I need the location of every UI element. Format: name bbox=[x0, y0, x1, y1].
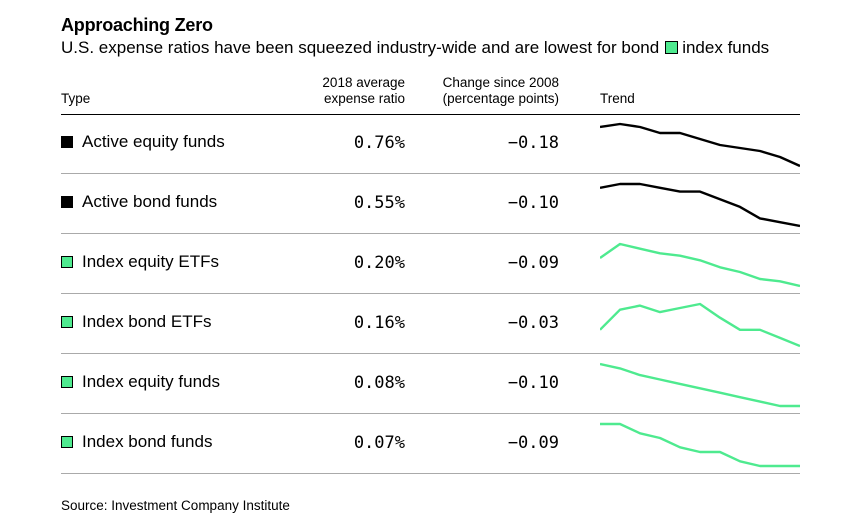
header-change-line2: (percentage points) bbox=[442, 91, 559, 106]
row-type-text: Active equity funds bbox=[82, 132, 225, 151]
row-type-label: Active equity funds bbox=[61, 132, 225, 152]
row-type-label: Index equity ETFs bbox=[61, 252, 219, 272]
row-change-since-2008: −0.09 bbox=[507, 253, 559, 273]
row-type-text: Index equity ETFs bbox=[82, 252, 220, 271]
header-change: Change since 2008 (percentage points) bbox=[443, 75, 559, 107]
subtitle-text: U.S. expense ratios have been squeezed i… bbox=[61, 38, 660, 57]
row-expense-ratio: 0.08% bbox=[353, 373, 405, 393]
header-expense-ratio-line1: 2018 average bbox=[322, 75, 405, 90]
trend-sparkline bbox=[600, 422, 800, 468]
trend-line bbox=[600, 182, 800, 228]
series-color-swatch bbox=[61, 436, 73, 448]
trend-line bbox=[600, 362, 800, 408]
trend-sparkline bbox=[600, 362, 800, 408]
row-type-text: Index bond funds bbox=[82, 432, 213, 451]
trend-sparkline bbox=[600, 122, 800, 168]
chart-subtitle: U.S. expense ratios have been squeezed i… bbox=[61, 38, 769, 58]
row-expense-ratio: 0.16% bbox=[353, 313, 405, 333]
table-row: Index bond funds 0.07% −0.09 bbox=[61, 414, 800, 474]
header-expense-ratio-line2: expense ratio bbox=[323, 91, 405, 106]
row-change-since-2008: −0.10 bbox=[507, 373, 559, 393]
table-row: Active equity funds 0.76% −0.18 bbox=[61, 114, 800, 174]
index-legend-label: index funds bbox=[682, 38, 770, 57]
table-row: Index bond ETFs 0.16% −0.03 bbox=[61, 294, 800, 354]
row-type-label: Index bond funds bbox=[61, 432, 212, 452]
row-type-label: Index bond ETFs bbox=[61, 312, 211, 332]
trend-line bbox=[600, 242, 800, 288]
trend-sparkline bbox=[600, 242, 800, 288]
row-change-since-2008: −0.09 bbox=[507, 433, 559, 453]
row-expense-ratio: 0.76% bbox=[353, 133, 405, 153]
trend-line bbox=[600, 422, 800, 468]
series-color-swatch bbox=[61, 196, 73, 208]
row-expense-ratio: 0.07% bbox=[353, 433, 405, 453]
row-type-text: Index bond ETFs bbox=[82, 312, 212, 331]
trend-line bbox=[600, 122, 800, 168]
row-type-text: Index equity funds bbox=[82, 372, 220, 391]
row-type-label: Index equity funds bbox=[61, 372, 220, 392]
series-color-swatch bbox=[61, 256, 73, 268]
header-change-line1: Change since 2008 bbox=[442, 75, 559, 90]
row-divider bbox=[61, 173, 800, 174]
row-change-since-2008: −0.18 bbox=[507, 133, 559, 153]
row-change-since-2008: −0.10 bbox=[507, 193, 559, 213]
row-change-since-2008: −0.03 bbox=[507, 313, 559, 333]
table-row: Active bond funds 0.55% −0.10 bbox=[61, 174, 800, 234]
row-divider bbox=[61, 413, 800, 414]
row-divider bbox=[61, 473, 800, 474]
header-expense-ratio: 2018 average expense ratio bbox=[322, 75, 405, 107]
series-color-swatch bbox=[61, 136, 73, 148]
row-type-label: Active bond funds bbox=[61, 192, 217, 212]
chart-title: Approaching Zero bbox=[61, 15, 213, 35]
table-row: Index equity funds 0.08% −0.10 bbox=[61, 354, 800, 414]
row-expense-ratio: 0.20% bbox=[353, 253, 405, 273]
source-note: Source: Investment Company Institute bbox=[61, 498, 290, 513]
row-divider bbox=[61, 233, 800, 234]
row-type-text: Active bond funds bbox=[82, 192, 218, 211]
row-divider bbox=[61, 293, 800, 294]
series-color-swatch bbox=[61, 316, 73, 328]
series-color-swatch bbox=[61, 376, 73, 388]
header-type: Type bbox=[61, 91, 91, 106]
trend-sparkline bbox=[600, 302, 800, 348]
row-divider bbox=[61, 353, 800, 354]
header-rule bbox=[61, 114, 800, 115]
index-legend-swatch bbox=[665, 41, 679, 54]
row-expense-ratio: 0.55% bbox=[353, 193, 405, 213]
header-trend: Trend bbox=[600, 91, 635, 106]
trend-line bbox=[600, 302, 800, 348]
table-row: Index equity ETFs 0.20% −0.09 bbox=[61, 234, 800, 294]
trend-sparkline bbox=[600, 182, 800, 228]
